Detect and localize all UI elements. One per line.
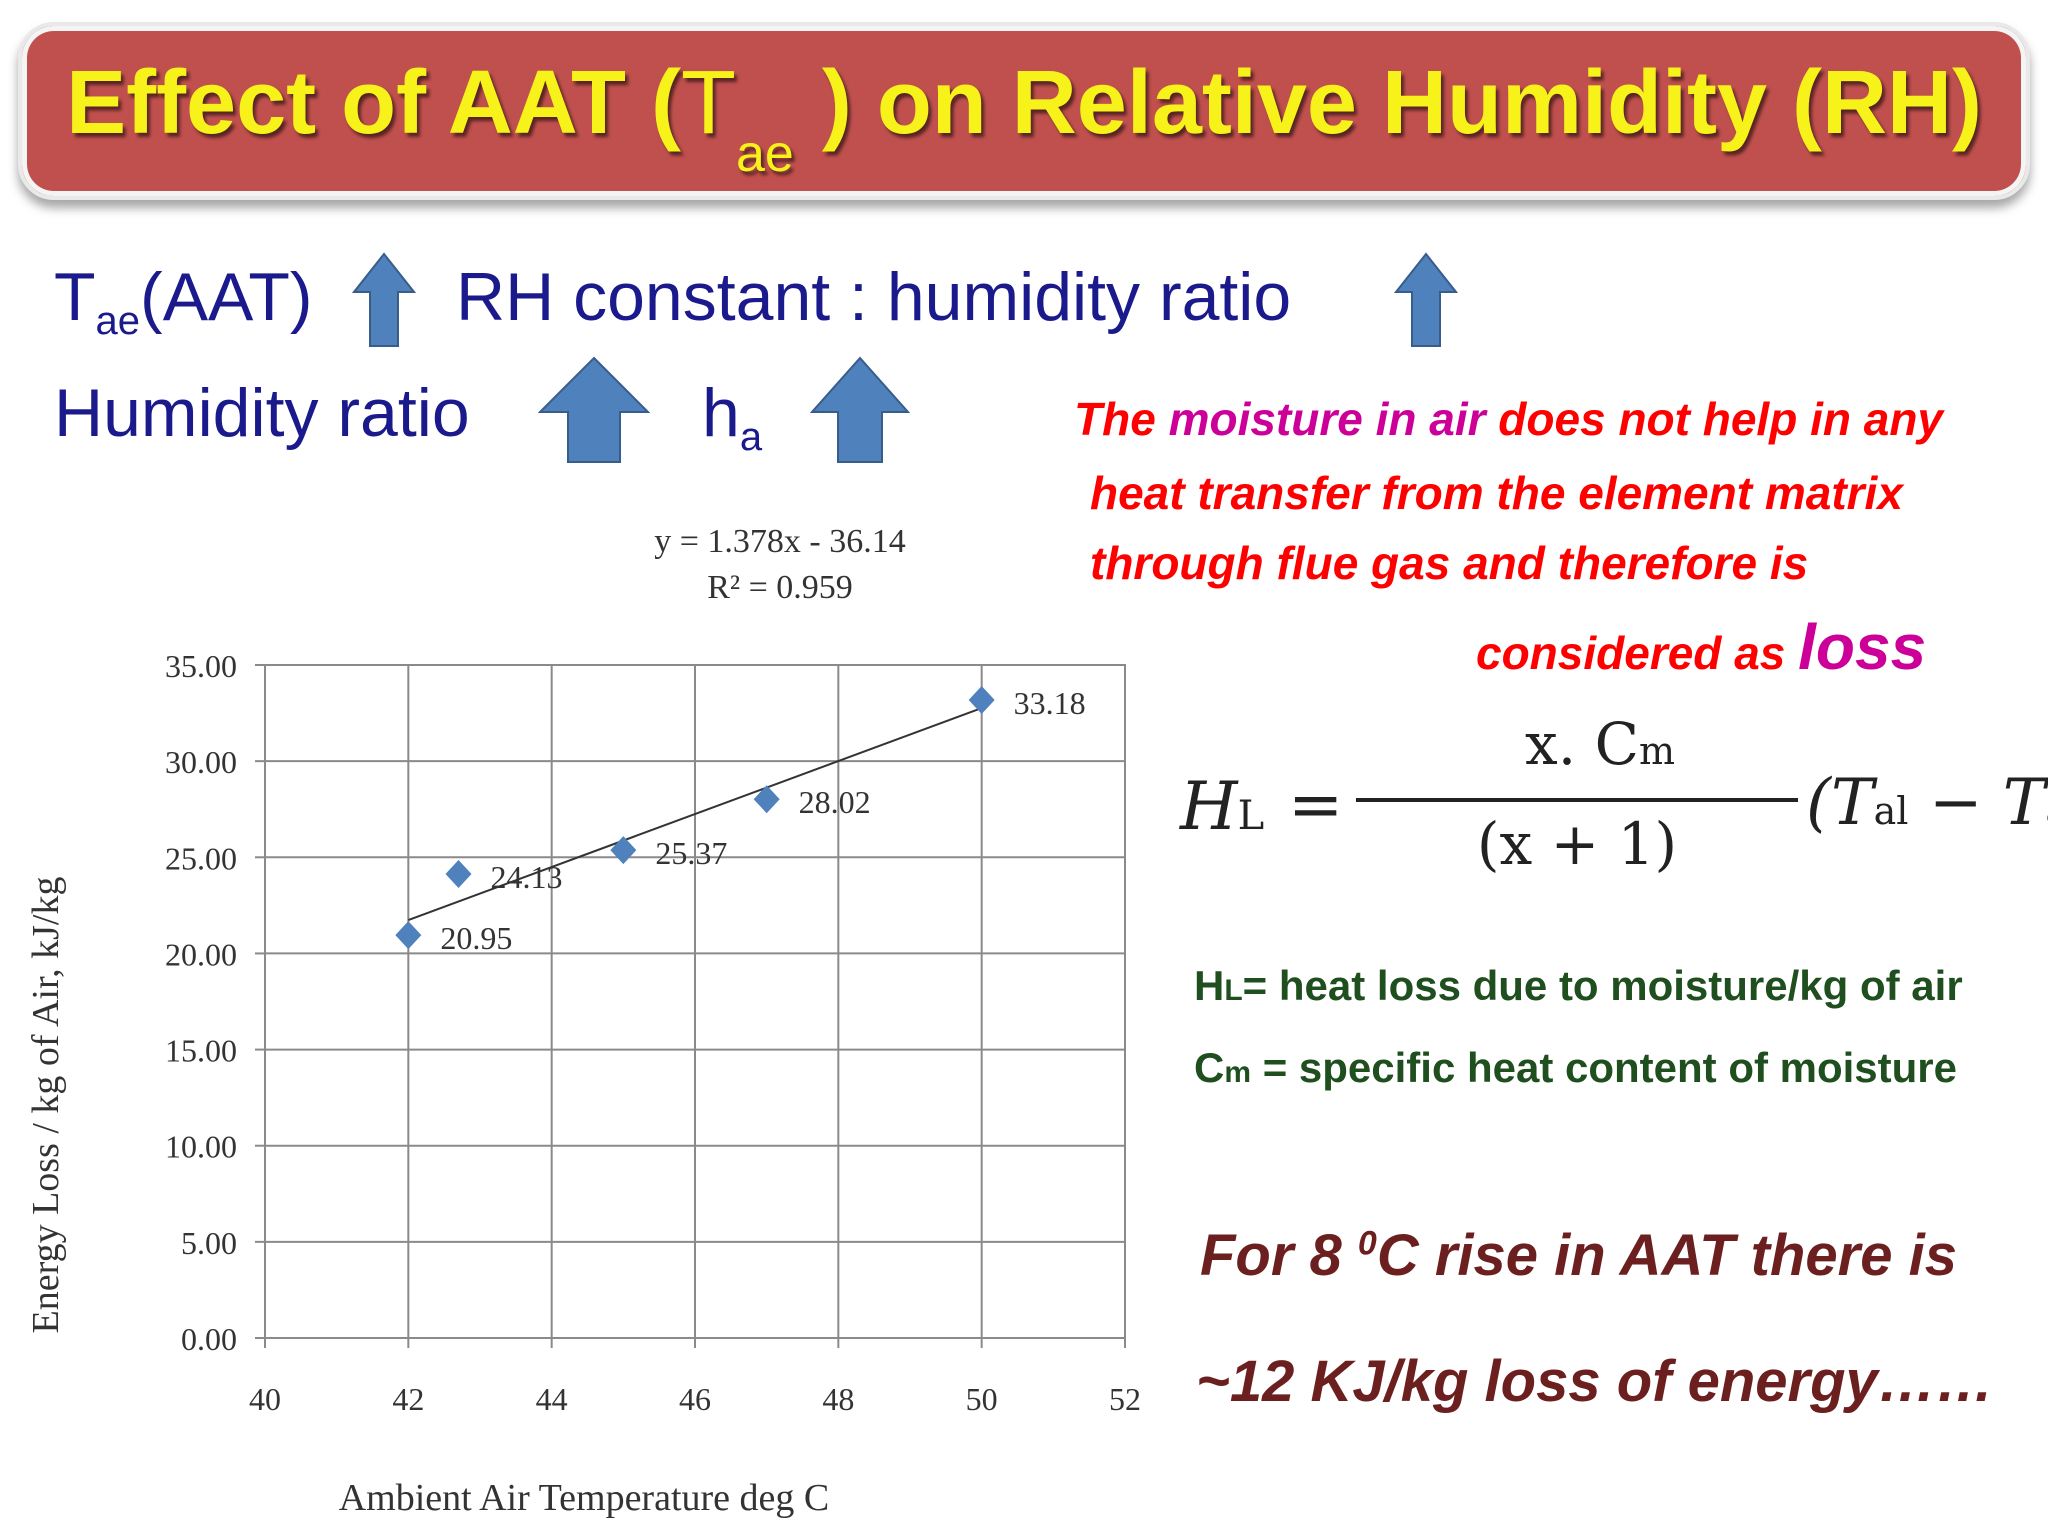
humidity-ratio-text: Humidity ratio — [54, 375, 470, 451]
energy-loss-chart: 0.00 5.00 10.00 15.00 20.00 25.00 30.00 35.00 40… — [25, 523, 1141, 1519]
ha-text: ha — [702, 375, 763, 459]
aat-line: Tae(AAT) — [54, 259, 313, 343]
title-banner — [18, 22, 2030, 200]
data-point — [753, 785, 780, 814]
up-arrow-icon — [538, 356, 650, 463]
data-point — [445, 860, 472, 889]
trendline-r2: R² = 0.959 — [707, 569, 853, 606]
trendline — [407, 707, 983, 921]
y-tick-label: 35.00 — [165, 648, 237, 684]
chart-points: 20.95 24.13 25.37 28.02 33.18 — [395, 685, 1086, 956]
up-arrow-icon — [810, 356, 910, 463]
cm-definition: Cm = specific heat content of moisture — [1194, 1044, 1958, 1091]
y-tick-label: 10.00 — [165, 1129, 237, 1165]
up-arrow-icon — [352, 252, 416, 347]
x-tick-label: 44 — [536, 1381, 568, 1417]
x-tick-label: 46 — [679, 1381, 711, 1417]
y-tick-label: 5.00 — [181, 1225, 237, 1261]
slide-title: Effect of AAT (Tae) on Relative Humidity… — [66, 53, 1982, 183]
chart-grid — [264, 664, 1126, 1339]
y-tick-label: 30.00 — [165, 744, 237, 780]
up-arrow-icon — [1394, 252, 1458, 347]
data-point — [395, 921, 422, 950]
conclusion-line1: For 8 0C rise in AAT there is — [1200, 1223, 1957, 1288]
rh-constant-text: RH constant : humidity ratio — [456, 259, 1292, 335]
x-tick-label: 52 — [1109, 1381, 1141, 1417]
data-label: 25.37 — [655, 835, 727, 871]
moisture-note-line2: heat transfer from the element matrix — [1090, 467, 1903, 519]
moisture-note-line4: considered as loss — [1476, 611, 1927, 683]
data-point — [968, 685, 995, 714]
moisture-note-line3: through flue gas and therefore is — [1090, 537, 1809, 589]
data-label: 28.02 — [799, 784, 871, 820]
y-tick-label: 15.00 — [165, 1033, 237, 1069]
x-tick-label: 42 — [392, 1381, 424, 1417]
hl-definition: HL= heat loss due to moisture/kg of air — [1194, 962, 1963, 1009]
x-axis-label: Ambient Air Temperature deg C — [339, 1477, 830, 1519]
heat-loss-formula: HL = x. Cm (x + 1) (Tal − Tae) — [1180, 710, 2048, 878]
trendline-equation: y = 1.378x - 36.14 — [654, 523, 906, 560]
x-tick-label: 50 — [966, 1381, 998, 1417]
y-tick-label: 0.00 — [181, 1321, 237, 1357]
y-tick-label: 25.00 — [165, 840, 237, 876]
data-label: 24.13 — [491, 859, 563, 895]
moisture-note-line1: The moisture in air does not help in any — [1074, 393, 1944, 445]
conclusion-line2: ~12 KJ/kg loss of energy…… — [1196, 1349, 1994, 1414]
data-label: 33.18 — [1014, 685, 1086, 721]
x-tick-label: 40 — [249, 1381, 281, 1417]
fraction-bar — [1356, 798, 1798, 802]
chart-ticks: 0.00 5.00 10.00 15.00 20.00 25.00 30.00 35.00 40… — [165, 648, 1141, 1417]
data-point — [610, 836, 637, 865]
data-label: 20.95 — [440, 920, 512, 956]
x-tick-label: 48 — [822, 1381, 854, 1417]
y-axis-label: Energy Loss / kg of Air, kJ/kg — [25, 877, 67, 1334]
y-tick-label: 20.00 — [165, 936, 237, 972]
